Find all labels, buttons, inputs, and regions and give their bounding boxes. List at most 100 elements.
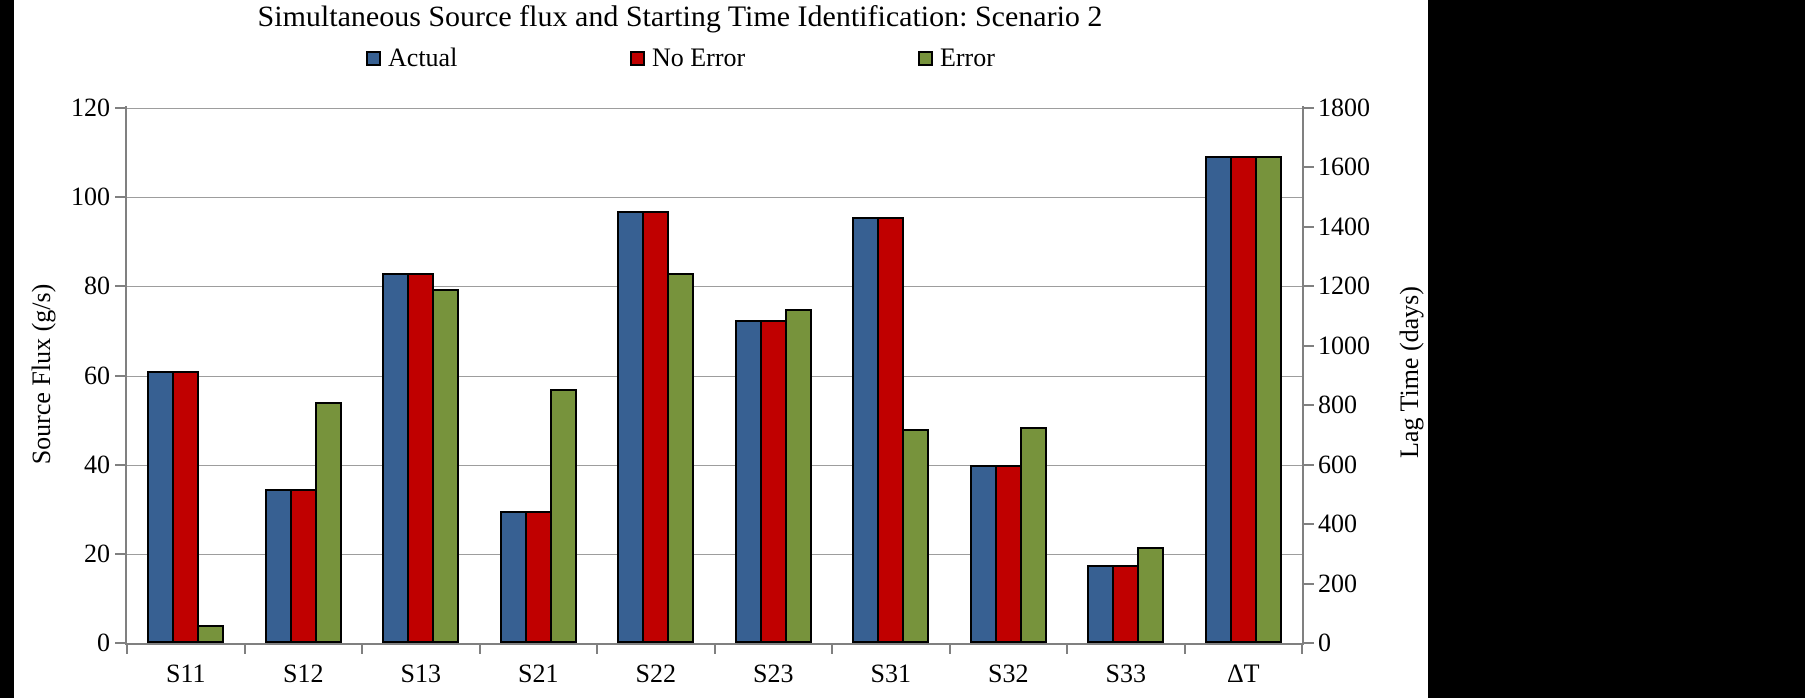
right-tick <box>1304 225 1314 228</box>
right-axis-title: Lag Time (days) <box>1395 286 1424 458</box>
legend-item-actual: Actual <box>366 44 457 72</box>
bar-error-s31 <box>902 429 930 643</box>
legend-marker-icon <box>630 50 645 66</box>
bar-actual-s11 <box>147 371 175 643</box>
bar-error-s32 <box>1019 427 1047 643</box>
bar-actual-s23 <box>734 320 762 643</box>
bar-no-error-s31 <box>877 217 905 643</box>
gridline <box>127 197 1302 199</box>
left-tick-label: 120 <box>71 93 110 122</box>
left-tick-label: 40 <box>84 449 110 479</box>
bar-error-s13 <box>432 289 460 643</box>
x-category-label: S22 <box>635 659 676 688</box>
bar-no-error-s13 <box>407 273 435 643</box>
right-tick-label: 1000 <box>1318 330 1370 360</box>
legend-label: No Error <box>652 43 746 72</box>
right-tick <box>1304 463 1314 466</box>
bar-no-error-δt <box>1229 156 1257 643</box>
bar-actual-s13 <box>382 273 410 643</box>
x-category-label: S33 <box>1105 659 1146 688</box>
left-tick-label: 100 <box>71 182 110 212</box>
bar-error-s12 <box>314 402 342 643</box>
legend-marker-icon <box>918 50 933 66</box>
x-category-label: ΔT <box>1226 659 1260 688</box>
x-tick <box>1183 645 1186 654</box>
right-tick-label: 1600 <box>1318 152 1370 182</box>
bar-actual-δt <box>1204 156 1232 643</box>
left-tick <box>115 642 125 644</box>
left-tick <box>115 374 125 377</box>
left-tick <box>115 196 125 199</box>
x-category-label: S31 <box>870 659 911 688</box>
gridline <box>127 108 1302 109</box>
bar-error-s23 <box>784 309 812 643</box>
gridline <box>127 464 1302 466</box>
legend-item-error: Error <box>918 44 995 72</box>
x-tick <box>243 645 246 654</box>
x-category-label: S11 <box>166 659 206 688</box>
bar-error-s21 <box>549 389 577 643</box>
chart-title: Simultaneous Source flux and Starting Ti… <box>257 0 1103 33</box>
bar-actual-s21 <box>499 511 527 643</box>
x-tick <box>1066 645 1068 654</box>
bar-actual-s22 <box>617 211 645 643</box>
x-tick <box>478 645 481 654</box>
x-tick <box>948 645 951 654</box>
right-tick-label: 400 <box>1318 509 1357 539</box>
bar-no-error-s32 <box>994 465 1022 643</box>
x-tick <box>831 645 833 654</box>
left-tick-label: 80 <box>84 271 110 301</box>
right-tick <box>1304 166 1314 169</box>
right-tick-label: 0 <box>1318 628 1331 657</box>
gridline <box>127 375 1302 377</box>
legend: Actual No Error Error <box>0 44 1360 74</box>
left-tick <box>115 552 125 555</box>
bar-no-error-s12 <box>289 489 317 643</box>
right-tick-label: 1800 <box>1318 93 1370 122</box>
left-axis-line <box>125 106 127 645</box>
gridline <box>127 286 1302 288</box>
right-tick-label: 200 <box>1318 568 1357 598</box>
right-tick <box>1304 344 1314 347</box>
right-tick <box>1304 582 1314 585</box>
bar-no-error-s21 <box>524 511 552 643</box>
bar-actual-s12 <box>264 489 292 643</box>
legend-marker-icon <box>366 50 381 66</box>
bar-no-error-s33 <box>1112 565 1140 643</box>
letterbox-right <box>1428 0 1805 698</box>
x-tick <box>126 645 128 654</box>
left-tick <box>115 463 125 466</box>
right-tick-label: 1400 <box>1318 211 1370 241</box>
gridline <box>127 553 1302 555</box>
x-category-label: S32 <box>988 659 1029 688</box>
right-tick <box>1304 642 1314 644</box>
left-tick <box>115 285 125 288</box>
x-category-label: S21 <box>518 659 559 688</box>
left-tick-label: 20 <box>84 538 110 568</box>
bar-error-s11 <box>197 625 225 643</box>
right-tick-label: 800 <box>1318 390 1357 420</box>
right-tick-label: 600 <box>1318 449 1357 479</box>
bar-actual-s31 <box>852 217 880 643</box>
left-tick-label: 0 <box>97 628 110 657</box>
x-tick <box>361 645 363 654</box>
x-category-label: S23 <box>753 659 794 688</box>
x-category-label: S12 <box>283 659 324 688</box>
bar-actual-s33 <box>1087 565 1115 643</box>
left-axis-title: Source Flux (g/s) <box>27 283 56 465</box>
legend-label: Error <box>940 43 995 72</box>
right-tick <box>1304 523 1314 526</box>
x-tick <box>1301 645 1303 654</box>
letterbox-left <box>0 0 14 698</box>
legend-item-no-error: No Error <box>630 44 745 72</box>
x-category-label: S13 <box>400 659 441 688</box>
bar-error-s33 <box>1137 547 1165 643</box>
x-tick <box>713 645 716 654</box>
bar-no-error-s22 <box>642 211 670 643</box>
x-tick <box>596 645 598 654</box>
bar-actual-s32 <box>969 465 997 643</box>
bar-no-error-s23 <box>759 320 787 643</box>
left-tick <box>115 107 125 109</box>
